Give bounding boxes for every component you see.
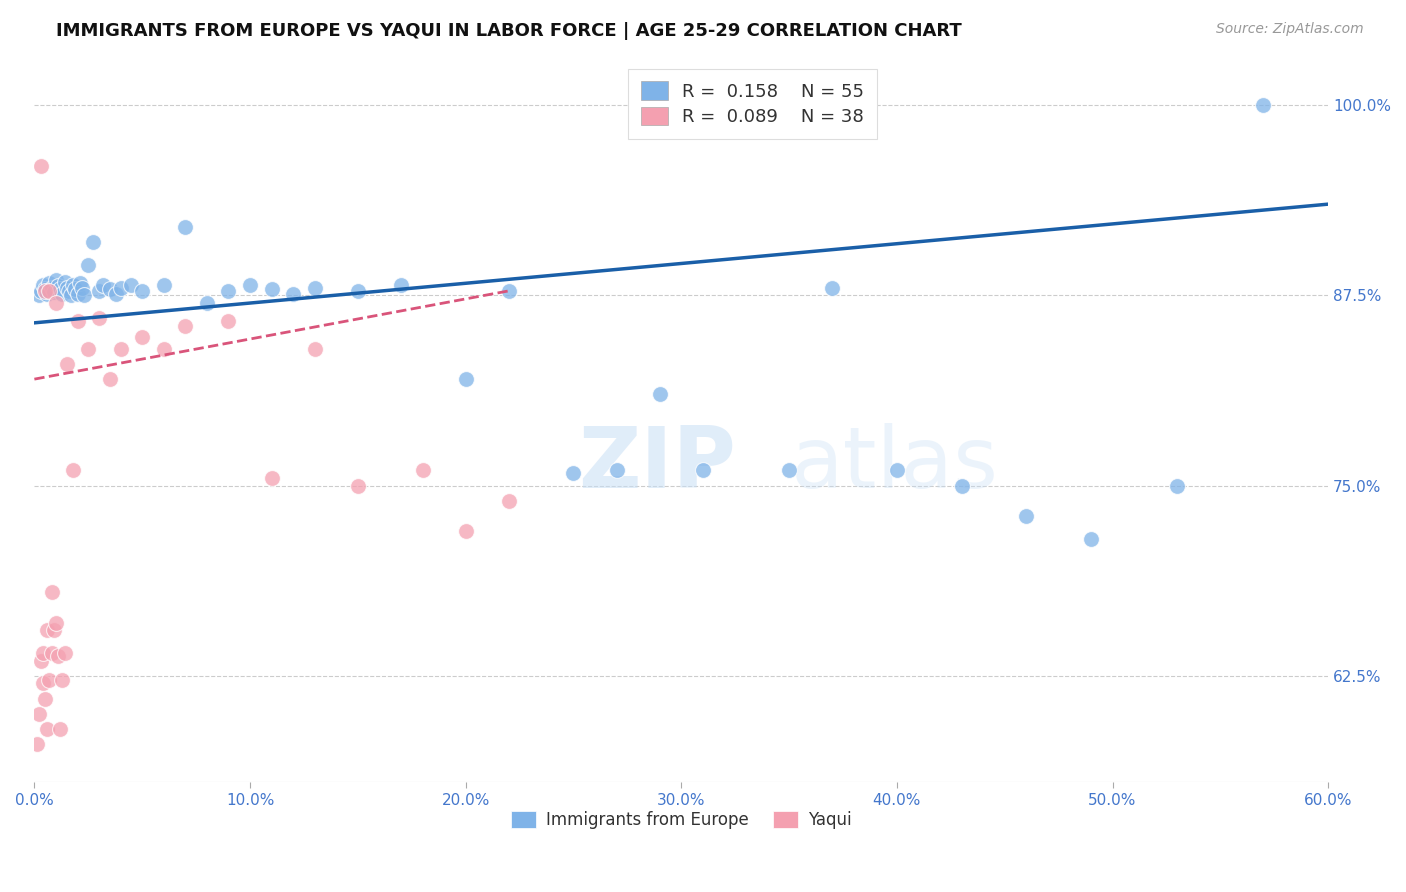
Point xyxy=(87,284,110,298)
Point xyxy=(32,646,55,660)
Point xyxy=(93,277,115,292)
Point xyxy=(120,277,142,292)
Point xyxy=(28,288,51,302)
Point xyxy=(692,463,714,477)
Point xyxy=(281,287,304,301)
Point xyxy=(260,282,283,296)
Point xyxy=(62,277,84,292)
Point xyxy=(105,287,128,301)
Point xyxy=(41,281,63,295)
Point xyxy=(412,463,434,477)
Point xyxy=(260,471,283,485)
Point xyxy=(174,318,197,333)
Point xyxy=(53,646,76,660)
Point xyxy=(77,258,100,272)
Point xyxy=(886,463,908,477)
Point xyxy=(60,288,83,302)
Point xyxy=(46,648,69,663)
Point xyxy=(217,314,239,328)
Point xyxy=(30,284,52,298)
Point xyxy=(950,478,973,492)
Text: atlas: atlas xyxy=(792,423,1000,506)
Point xyxy=(110,342,132,356)
Point xyxy=(45,296,67,310)
Point xyxy=(42,285,65,300)
Point xyxy=(32,676,55,690)
Point xyxy=(562,467,585,481)
Point xyxy=(87,311,110,326)
Point xyxy=(389,277,412,292)
Point xyxy=(77,342,100,356)
Point xyxy=(34,284,56,298)
Point xyxy=(55,281,77,295)
Point xyxy=(45,615,67,630)
Point xyxy=(37,722,59,736)
Point xyxy=(304,281,326,295)
Point xyxy=(1166,478,1188,492)
Point xyxy=(41,646,63,660)
Point xyxy=(217,284,239,298)
Point xyxy=(41,585,63,599)
Point xyxy=(304,342,326,356)
Point xyxy=(51,287,73,301)
Point xyxy=(131,284,153,298)
Point xyxy=(58,284,80,298)
Point xyxy=(42,623,65,637)
Point xyxy=(98,282,121,296)
Point xyxy=(30,159,52,173)
Point xyxy=(37,287,59,301)
Point xyxy=(195,296,218,310)
Point xyxy=(98,372,121,386)
Point xyxy=(152,342,174,356)
Point xyxy=(131,329,153,343)
Point xyxy=(55,357,77,371)
Point xyxy=(606,463,628,477)
Point xyxy=(498,284,520,298)
Point xyxy=(38,673,60,688)
Point xyxy=(454,372,477,386)
Point xyxy=(239,277,262,292)
Point xyxy=(82,235,104,250)
Point xyxy=(174,219,197,234)
Point xyxy=(34,282,56,296)
Point xyxy=(62,463,84,477)
Text: IMMIGRANTS FROM EUROPE VS YAQUI IN LABOR FORCE | AGE 25-29 CORRELATION CHART: IMMIGRANTS FROM EUROPE VS YAQUI IN LABOR… xyxy=(56,22,962,40)
Point xyxy=(38,277,60,291)
Point xyxy=(152,277,174,292)
Point xyxy=(45,273,67,287)
Point xyxy=(346,284,368,298)
Point xyxy=(34,691,56,706)
Point xyxy=(1015,509,1038,524)
Point xyxy=(37,623,59,637)
Text: ZIP: ZIP xyxy=(578,423,735,506)
Point xyxy=(821,281,844,295)
Point xyxy=(73,288,96,302)
Point xyxy=(65,282,87,296)
Point xyxy=(66,287,89,301)
Point xyxy=(648,387,671,401)
Point xyxy=(110,281,132,295)
Point xyxy=(70,281,93,295)
Point xyxy=(49,282,72,296)
Text: Source: ZipAtlas.com: Source: ZipAtlas.com xyxy=(1216,22,1364,37)
Point xyxy=(28,706,51,721)
Point xyxy=(778,463,800,477)
Point xyxy=(346,478,368,492)
Point xyxy=(1080,532,1102,546)
Point xyxy=(1253,98,1275,112)
Point xyxy=(38,284,60,298)
Point xyxy=(49,722,72,736)
Point xyxy=(30,654,52,668)
Legend: Immigrants from Europe, Yaqui: Immigrants from Europe, Yaqui xyxy=(503,804,859,836)
Point xyxy=(51,673,73,688)
Point xyxy=(66,314,89,328)
Point xyxy=(25,737,48,751)
Point xyxy=(46,279,69,293)
Point xyxy=(498,494,520,508)
Point xyxy=(69,277,91,291)
Point xyxy=(454,524,477,539)
Point xyxy=(53,275,76,289)
Point xyxy=(32,277,55,292)
